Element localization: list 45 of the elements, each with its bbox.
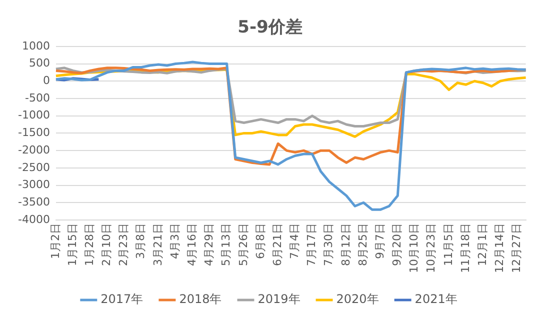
y-tick-label: -3000 [18,178,50,192]
x-tick-label: 12月1日 [476,223,489,266]
chart-title: 5-9价差 [238,18,302,38]
x-tick-label: 4月3日 [168,223,182,260]
y-tick-label: -500 [24,91,50,104]
x-tick-label: 9月7日 [373,223,386,260]
x-tick-label: 7月30日 [322,223,336,266]
x-tick-label: 11月5日 [442,223,455,266]
x-tick-label: 2月10日 [100,223,114,266]
y-tick-label: -3500 [18,196,50,209]
x-tick-label: 9月20日 [390,223,404,266]
x-tick-label: 4月29日 [202,223,216,266]
y-tick-label: -4000 [18,212,50,226]
x-tick-label: 7月17日 [305,223,318,266]
x-tick-label: 11月18日 [458,223,472,274]
x-tick-label: 3月21日 [151,223,164,266]
y-tick-label: -2000 [18,143,50,156]
x-tick-label: 5月13日 [220,223,233,266]
legend-label: 2020年 [336,292,379,306]
y-tick-label: -1000 [18,108,50,122]
x-tick-label: 2月23日 [117,223,130,266]
x-tick-label: 1月2日 [48,223,62,260]
x-tick-label: 8月12日 [339,223,352,266]
x-tick-label: 5月26日 [236,223,250,266]
y-tick-label: -1500 [18,126,50,140]
x-tick-label: 7月4日 [288,223,302,260]
x-tick-label: 6月21日 [270,223,284,266]
x-tick-label: 3月8日 [134,223,148,260]
x-tick-label: 1月15日 [66,223,79,266]
y-tick-label: 0 [42,74,50,87]
x-tick-label: 6月8日 [254,223,267,260]
x-tick-label: 1月28日 [82,223,96,266]
x-tick-label: 10月23日 [424,223,438,274]
x-tick-label: 12月27日 [510,223,524,274]
y-tick-label: 500 [28,56,50,70]
y-tick-label: 1000 [22,39,50,52]
legend-label: 2019年 [258,292,300,306]
x-tick-label: 12月14日 [493,223,506,274]
legend-label: 2017年 [100,292,144,306]
x-tick-label: 4月16日 [186,223,199,266]
x-tick-label: 8月25日 [356,223,370,266]
legend-label: 2018年 [179,292,222,306]
legend-label: 2021年 [414,292,458,306]
y-tick-label: -2500 [18,160,50,174]
x-tick-label: 10月10日 [408,223,421,274]
